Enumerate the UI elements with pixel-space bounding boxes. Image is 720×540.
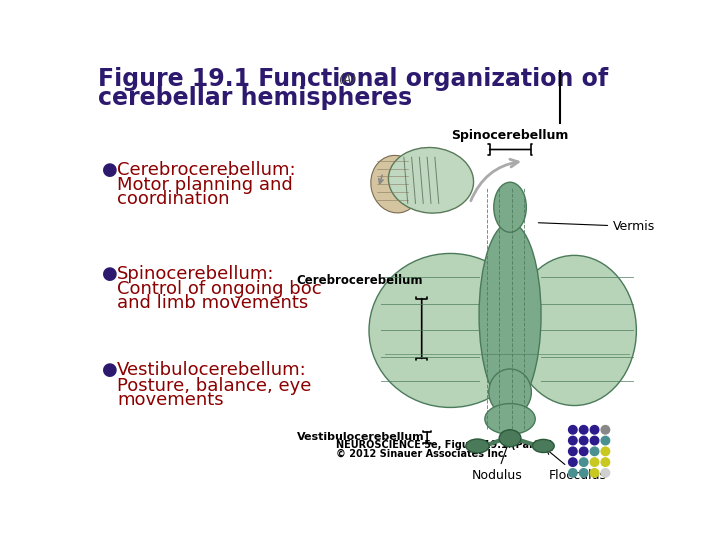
Text: © 2012 Sinauer Associates Inc.: © 2012 Sinauer Associates Inc. [336,449,508,459]
Ellipse shape [533,440,554,453]
Text: ●: ● [102,161,117,179]
Text: (A): (A) [338,72,356,85]
Ellipse shape [494,182,526,232]
Text: Motor planning and: Motor planning and [117,177,293,194]
Circle shape [580,458,588,467]
Ellipse shape [389,147,474,213]
Text: ●: ● [102,361,117,379]
Text: Vermis: Vermis [539,220,655,233]
Text: ●: ● [102,265,117,283]
Text: NEUROSCIENCE 5e, Figure 19.1 (Part 1): NEUROSCIENCE 5e, Figure 19.1 (Part 1) [336,440,554,450]
Text: Control of ongoing boc: Control of ongoing boc [117,280,322,299]
FancyArrowPatch shape [471,159,518,201]
Circle shape [569,436,577,445]
Circle shape [601,469,610,477]
Text: Vestibulocerebellum:: Vestibulocerebellum: [117,361,307,379]
Circle shape [569,469,577,477]
Circle shape [580,447,588,456]
Text: Flocculus: Flocculus [546,449,607,482]
Text: Spinocerebellum:: Spinocerebellum: [117,265,274,283]
Circle shape [569,458,577,467]
Circle shape [601,426,610,434]
Text: Cerebrocerebellum: Cerebrocerebellum [297,274,423,287]
Ellipse shape [369,253,532,408]
Text: Vestibulocerebellum: Vestibulocerebellum [297,431,425,442]
Circle shape [580,469,588,477]
Circle shape [590,458,599,467]
Text: cerebellar hemispheres: cerebellar hemispheres [98,85,412,110]
Circle shape [580,426,588,434]
Circle shape [590,436,599,445]
Text: Figure 19.1 Functional organization of: Figure 19.1 Functional organization of [98,67,608,91]
Text: Posture, balance, eye: Posture, balance, eye [117,377,312,395]
Text: Nodulus: Nodulus [472,442,522,482]
Circle shape [601,447,610,456]
Circle shape [601,458,610,467]
Circle shape [590,469,599,477]
Circle shape [569,426,577,434]
Text: movements: movements [117,390,224,408]
Text: Spinocerebellum: Spinocerebellum [451,129,569,142]
Circle shape [590,447,599,456]
Text: and limb movements: and limb movements [117,294,308,312]
Circle shape [590,426,599,434]
FancyArrowPatch shape [379,176,383,184]
Circle shape [580,436,588,445]
Text: coordination: coordination [117,190,230,208]
Circle shape [569,447,577,456]
Ellipse shape [499,430,521,447]
Ellipse shape [485,403,535,434]
Ellipse shape [479,222,541,408]
Circle shape [601,436,610,445]
Text: Cerebrocerebellum:: Cerebrocerebellum: [117,161,296,179]
Ellipse shape [466,439,489,453]
Ellipse shape [513,255,636,406]
Ellipse shape [489,369,531,415]
Ellipse shape [371,156,421,213]
